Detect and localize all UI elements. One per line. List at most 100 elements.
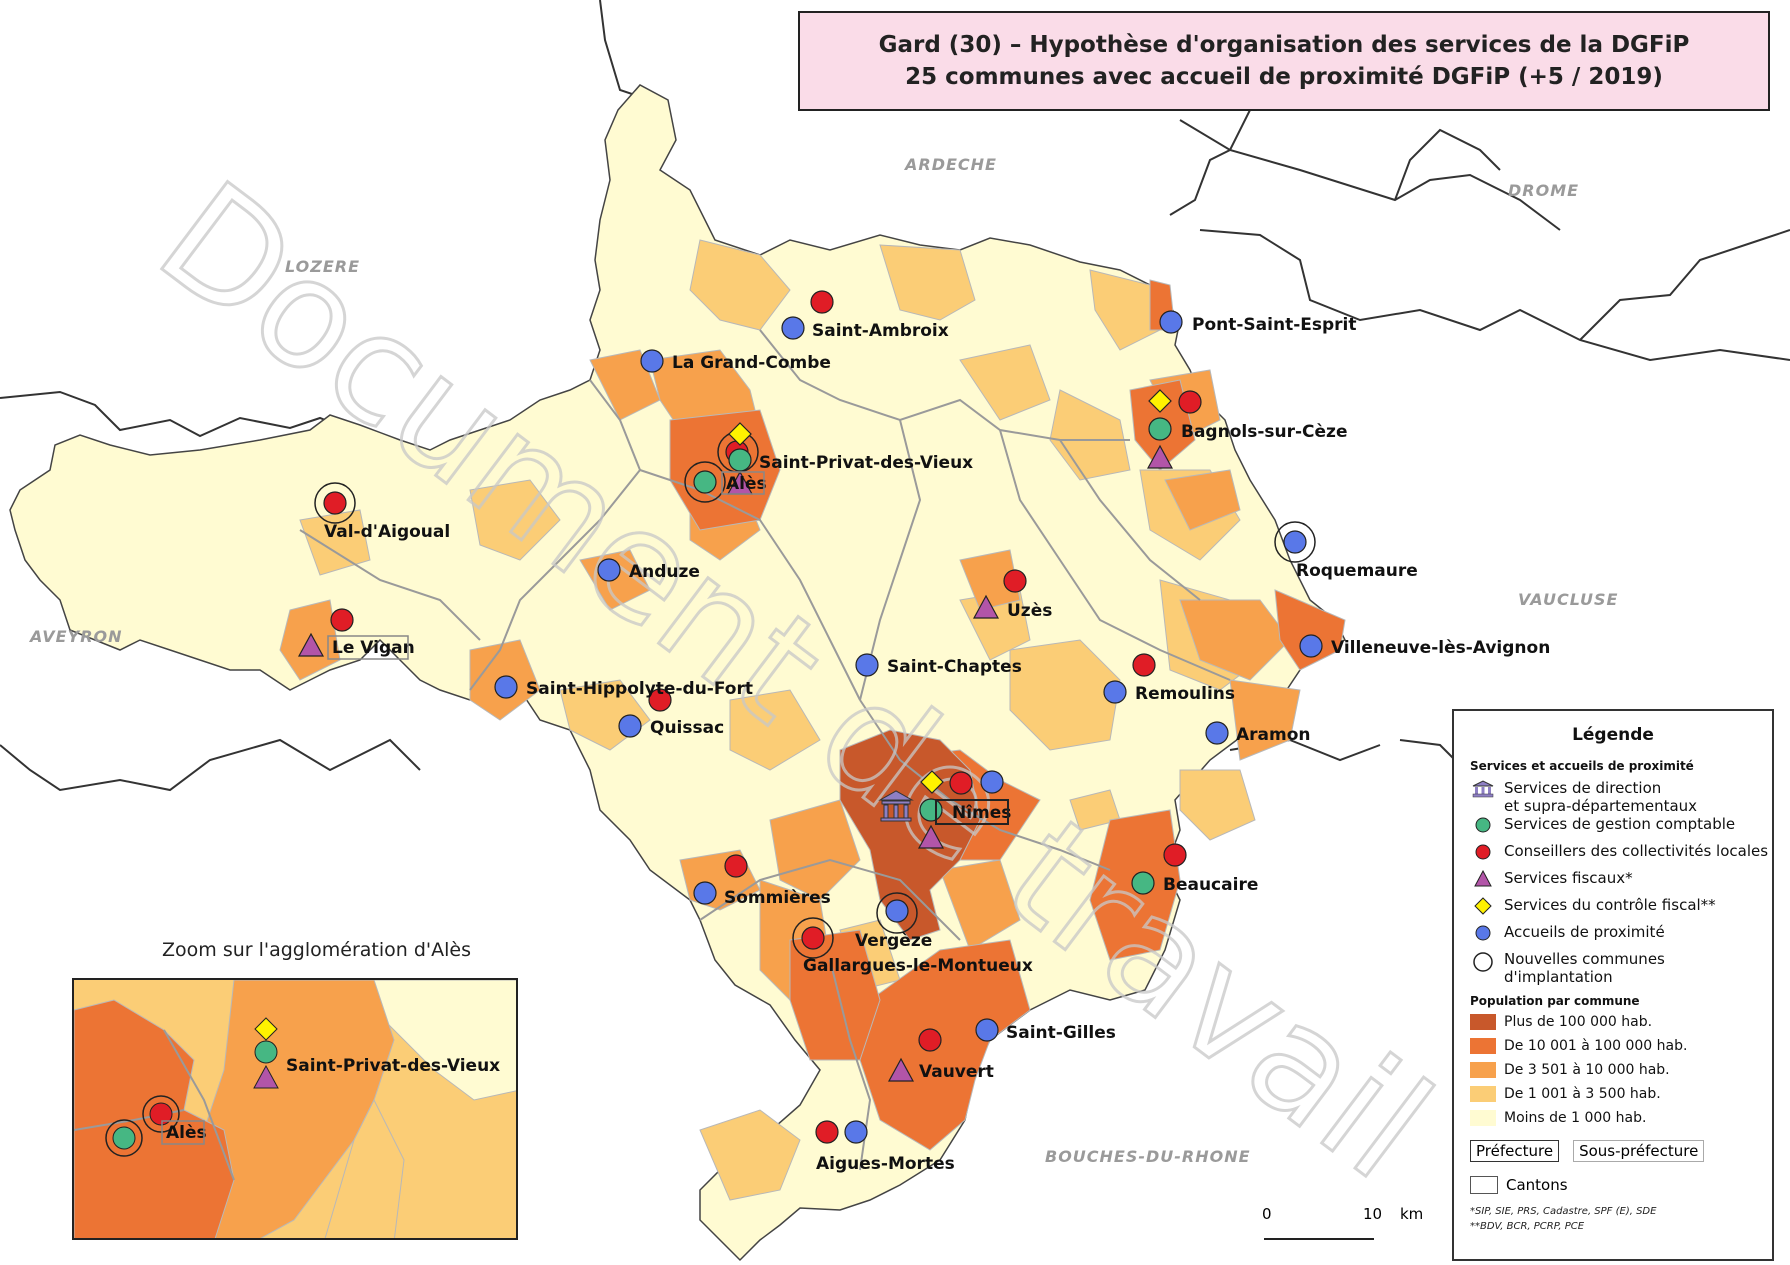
legend-pop-1: De 10 001 à 100 000 hab.: [1470, 1038, 1772, 1054]
legend-pop-4: Moins de 1 000 hab.: [1470, 1110, 1772, 1126]
gestion-marker: [1148, 417, 1172, 441]
conseiller-marker: [810, 290, 834, 314]
label-nimes: Nîmes: [952, 803, 1011, 823]
canton-swatch: [1470, 1176, 1498, 1194]
label-saint-hippolyte: Saint-Hippolyte-du-Fort: [526, 679, 753, 699]
swatch-pop-2: [1470, 1062, 1496, 1078]
conseiller-marker: [724, 854, 748, 878]
legend-population-header: Population par commune: [1470, 994, 1640, 1008]
ardeche-label: ARDECHE: [903, 155, 997, 174]
fiscal-marker: [887, 1057, 915, 1082]
conseiller-marker: [1003, 569, 1027, 593]
label-gallargues: Gallargues-le-Montueux: [803, 956, 1033, 976]
zoom-inset: Saint-Privat-des-Vieux Alès: [72, 978, 518, 1240]
label-vergeze: Vergèze: [855, 931, 932, 951]
label-saint-ambroix: Saint-Ambroix: [812, 321, 949, 341]
canton-boundaries: [299, 329, 1231, 1171]
label-uzes: Uzès: [1007, 601, 1052, 621]
le-vigan-sous-prefecture-box: [327, 635, 409, 660]
legend-pop-3-label: De 1 001 à 3 500 hab.: [1504, 1086, 1661, 1102]
swatch-pop-4: [1470, 1110, 1496, 1126]
accueil-marker: [1103, 680, 1127, 704]
legend-notes: *SIP, SIE, PRS, Cadastre, SPF (E), SDE *…: [1470, 1204, 1772, 1234]
legend-fiscaux: Services fiscaux*: [1470, 869, 1772, 888]
legend-pop-3: De 1 001 à 3 500 hab.: [1470, 1086, 1772, 1102]
legend-title: Légende: [1572, 725, 1654, 745]
conseiller-marker: [323, 491, 347, 515]
new-commune-ring: [876, 892, 918, 934]
legend-prefecture: Préfecture: [1470, 1140, 1560, 1162]
legend-nouvelles-label: Nouvelles communes d'implantation: [1504, 950, 1665, 986]
gestion-marker: [919, 798, 943, 822]
legend-prefecture-boxes: Préfecture Sous-préfecture: [1470, 1140, 1772, 1162]
map-title-line1: Gard (30) – Hypothèse d'organisation des…: [878, 32, 1690, 58]
legend-pop-1-label: De 10 001 à 100 000 hab.: [1504, 1038, 1688, 1054]
conseiller-marker: [1132, 653, 1156, 677]
legend-pop-0-label: Plus de 100 000 hab.: [1504, 1014, 1653, 1030]
scale-unit: km: [1400, 1205, 1424, 1223]
accueil-marker: [844, 1120, 868, 1144]
label-aramon: Aramon: [1236, 725, 1311, 745]
conseiller-marker: [949, 771, 973, 795]
controle-marker: [1148, 389, 1172, 413]
label-le-vigan: Le Vigan: [332, 638, 415, 658]
aveyron-label: AVEYRON: [28, 627, 123, 646]
place-labels: Saint-Ambroix La Grand-Combe Pont-Saint-…: [324, 315, 1550, 1174]
legend-pop-2-label: De 3 501 à 10 000 hab.: [1504, 1062, 1670, 1078]
label-sommieres: Sommières: [724, 888, 831, 908]
label-saint-privat: Saint-Privat-des-Vieux: [759, 453, 973, 473]
conseiller-marker: [918, 1028, 942, 1052]
legend-panel: Légende Services et accueils de proximit…: [1452, 709, 1774, 1261]
neighbour-labels: LOZERE ARDECHE DROME AVEYRON VAUCLUSE BO…: [28, 155, 1617, 1166]
label-anduze: Anduze: [629, 562, 700, 582]
label-roquemaure: Roquemaure: [1296, 561, 1418, 581]
zoom-title: Zoom sur l'agglomération d'Alès: [162, 939, 472, 961]
new-commune-ring: [314, 482, 356, 524]
label-villeneuve: Villeneuve-lès-Avignon: [1331, 638, 1550, 658]
label-vauvert: Vauvert: [919, 1062, 994, 1082]
legend-direction-line2: et supra-départementaux: [1504, 797, 1698, 815]
legend-sous-prefecture: Sous-préfecture: [1573, 1140, 1705, 1162]
legend-conseillers-label: Conseillers des collectivités locales: [1504, 842, 1769, 860]
fiscal-marker: [1146, 444, 1174, 469]
legend-direction: Services de direction et supra-départeme…: [1470, 779, 1772, 815]
swatch-pop-3: [1470, 1086, 1496, 1102]
ales-sous-prefecture-box: [721, 471, 765, 495]
conseiller-marker: [648, 688, 672, 712]
accueil-marker: [1205, 721, 1229, 745]
lozere-label: LOZERE: [285, 257, 360, 276]
accueil-marker: [597, 558, 621, 582]
label-quissac: Quissac: [650, 718, 724, 738]
accueil-marker: [640, 349, 664, 373]
fiscal-marker: [972, 594, 1000, 619]
scale-zero: 0: [1262, 1205, 1272, 1223]
legend-services-header: Services et accueils de proximité: [1470, 759, 1694, 773]
controle-marker: [728, 422, 752, 446]
swatch-pop-1: [1470, 1038, 1496, 1054]
label-remoulins: Remoulins: [1135, 684, 1235, 704]
legend-accueils: Accueils de proximité: [1470, 923, 1772, 942]
new-commune-ring: [1274, 521, 1316, 563]
accueil-marker: [1299, 634, 1323, 658]
label-ales: Alès: [726, 474, 767, 494]
legend-note1: *SIP, SIE, PRS, Cadastre, SPF (E), SDE: [1470, 1206, 1657, 1217]
bank-building-icon: [1472, 780, 1494, 798]
gestion-marker: [1131, 871, 1155, 895]
conseiller-marker: [801, 926, 825, 950]
accueil-marker: [1283, 530, 1307, 554]
purple-triangle-icon: [1474, 870, 1492, 887]
label-val-daigoual: Val-d'Aigoual: [324, 522, 450, 542]
legend-cantons-label: Cantons: [1506, 1176, 1568, 1194]
legend-fiscaux-label: Services fiscaux*: [1504, 869, 1633, 887]
accueil-marker: [781, 316, 805, 340]
accueil-marker: [693, 881, 717, 905]
new-commune-ring: [684, 461, 726, 503]
legend-gestion-label: Services de gestion comptable: [1504, 815, 1736, 833]
legend-direction-line1: Services de direction: [1504, 779, 1662, 797]
accueil-marker: [975, 1018, 999, 1042]
neighbour-borders: [0, 0, 1790, 792]
map-title-line2: 25 communes avec accueil de proximité DG…: [905, 64, 1663, 90]
map-title-box: Gard (30) – Hypothèse d'organisation des…: [798, 11, 1770, 111]
accueil-marker: [1159, 310, 1183, 334]
blue-circle-icon: [1475, 925, 1491, 941]
